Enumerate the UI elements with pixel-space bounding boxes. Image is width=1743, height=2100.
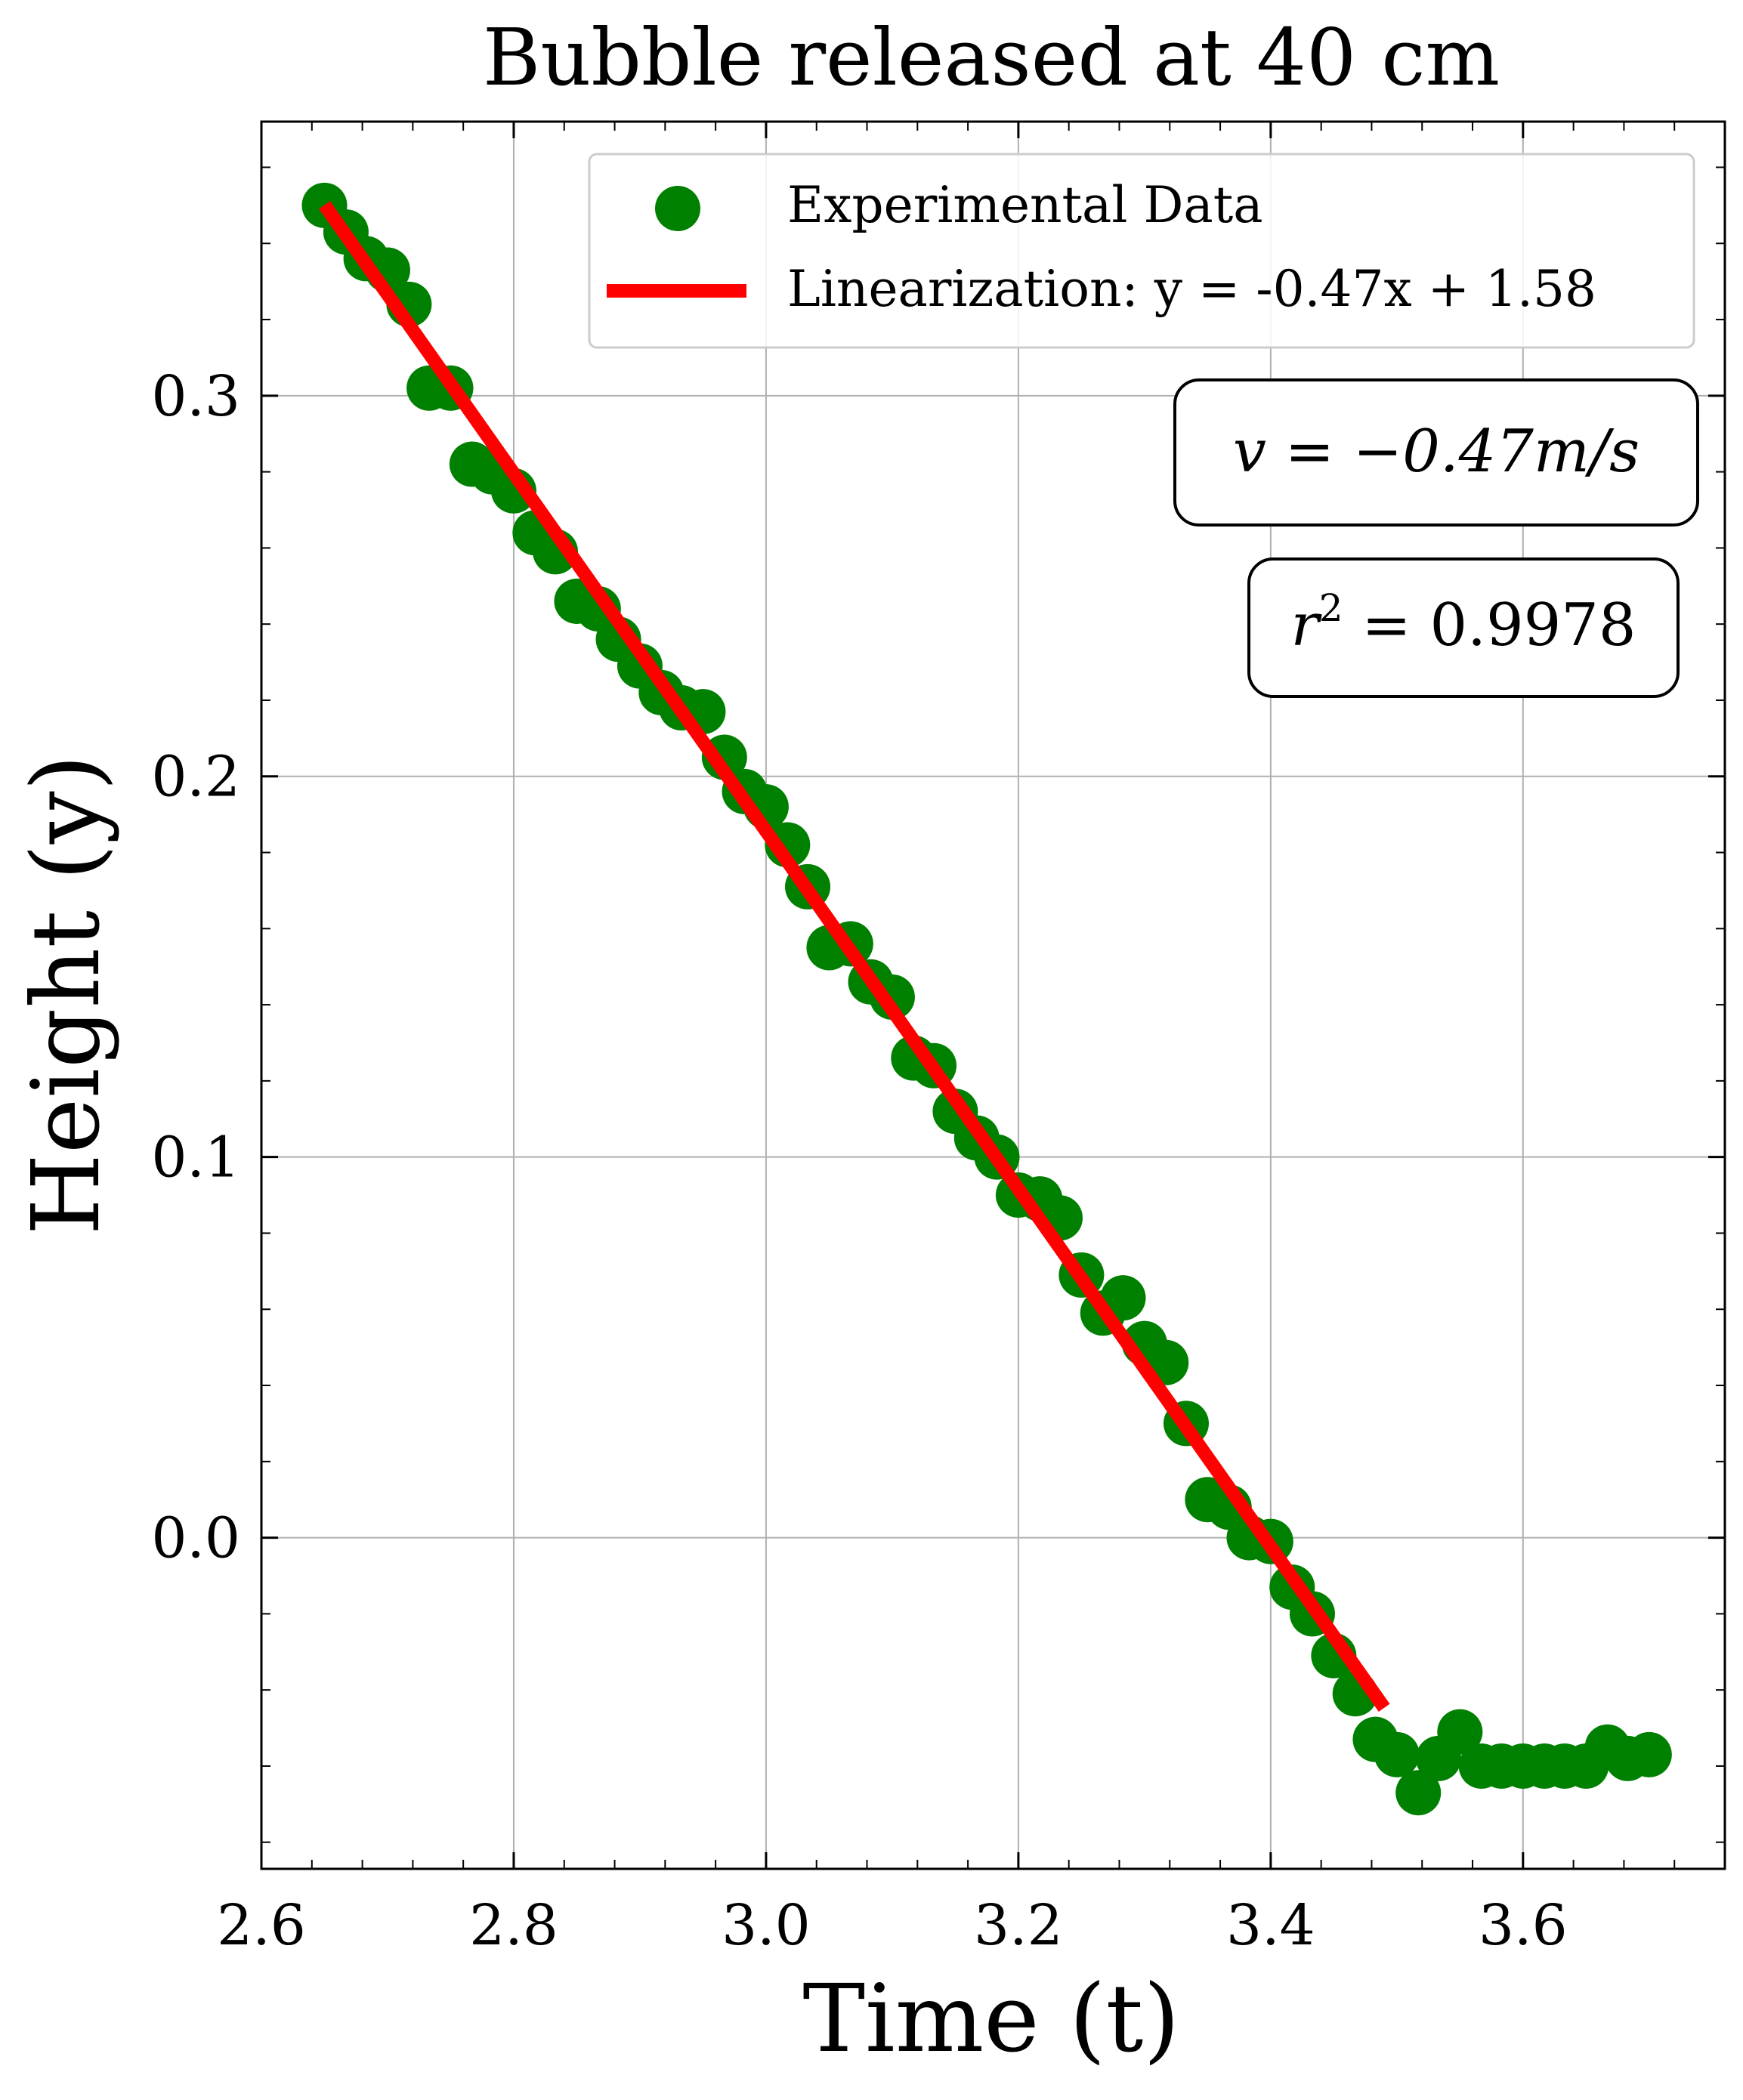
y-tick-label: 0.1 — [151, 1126, 240, 1191]
x-tick-label: 2.6 — [217, 1893, 306, 1958]
y-tick-label: 0.3 — [151, 364, 240, 429]
velocity-annotation: v = −0.47m/s — [1173, 378, 1699, 527]
legend-label-linearization: Linearization: y = -0.47x + 1.58 — [787, 260, 1596, 318]
r-squared-exponent: 2 — [1319, 586, 1343, 630]
legend-label-experimental: Experimental Data — [787, 176, 1263, 234]
data-point — [1100, 1275, 1146, 1321]
y-axis-label: Height (y) — [12, 755, 121, 1235]
fit-line — [319, 201, 1390, 1712]
tick-labels: 2.6 2.8 3.0 3.2 3.4 3.6 0.0 0.1 0.2 0.3 — [151, 364, 1567, 1958]
r-squared-base: r — [1291, 591, 1323, 659]
r-squared-annotation-text: r2 = 0.9978 — [1291, 586, 1636, 659]
x-tick-label: 3.2 — [974, 1893, 1063, 1958]
y-tick-label: 0.2 — [151, 745, 240, 810]
plot-frame — [260, 120, 1726, 1870]
x-tick-label: 2.8 — [469, 1893, 558, 1958]
legend-box — [588, 153, 1695, 349]
r-squared-annotation: r2 = 0.9978 — [1247, 557, 1680, 698]
x-tick-label: 3.6 — [1479, 1893, 1568, 1958]
r-squared-annotation-box — [1247, 557, 1680, 698]
data-point — [1395, 1770, 1442, 1816]
x-tick-label: 3.0 — [722, 1893, 811, 1958]
data-point — [1626, 1731, 1672, 1777]
y-tick-label: 0.0 — [151, 1506, 240, 1571]
velocity-annotation-text: v = −0.47m/s — [1233, 418, 1639, 486]
r-squared-rest: = 0.9978 — [1343, 591, 1636, 659]
legend-marker-experimental — [655, 186, 700, 231]
velocity-annotation-box — [1173, 378, 1699, 527]
chart-title: Bubble released at 40 cm — [483, 11, 1500, 103]
x-axis-label: Time (t) — [802, 1965, 1179, 2074]
fit-line-group — [319, 201, 1390, 1712]
data-point — [1437, 1709, 1483, 1755]
data-point — [1374, 1731, 1420, 1777]
legend: Experimental Data Linearization: y = -0.… — [588, 153, 1695, 349]
x-tick-label: 3.4 — [1226, 1893, 1315, 1958]
